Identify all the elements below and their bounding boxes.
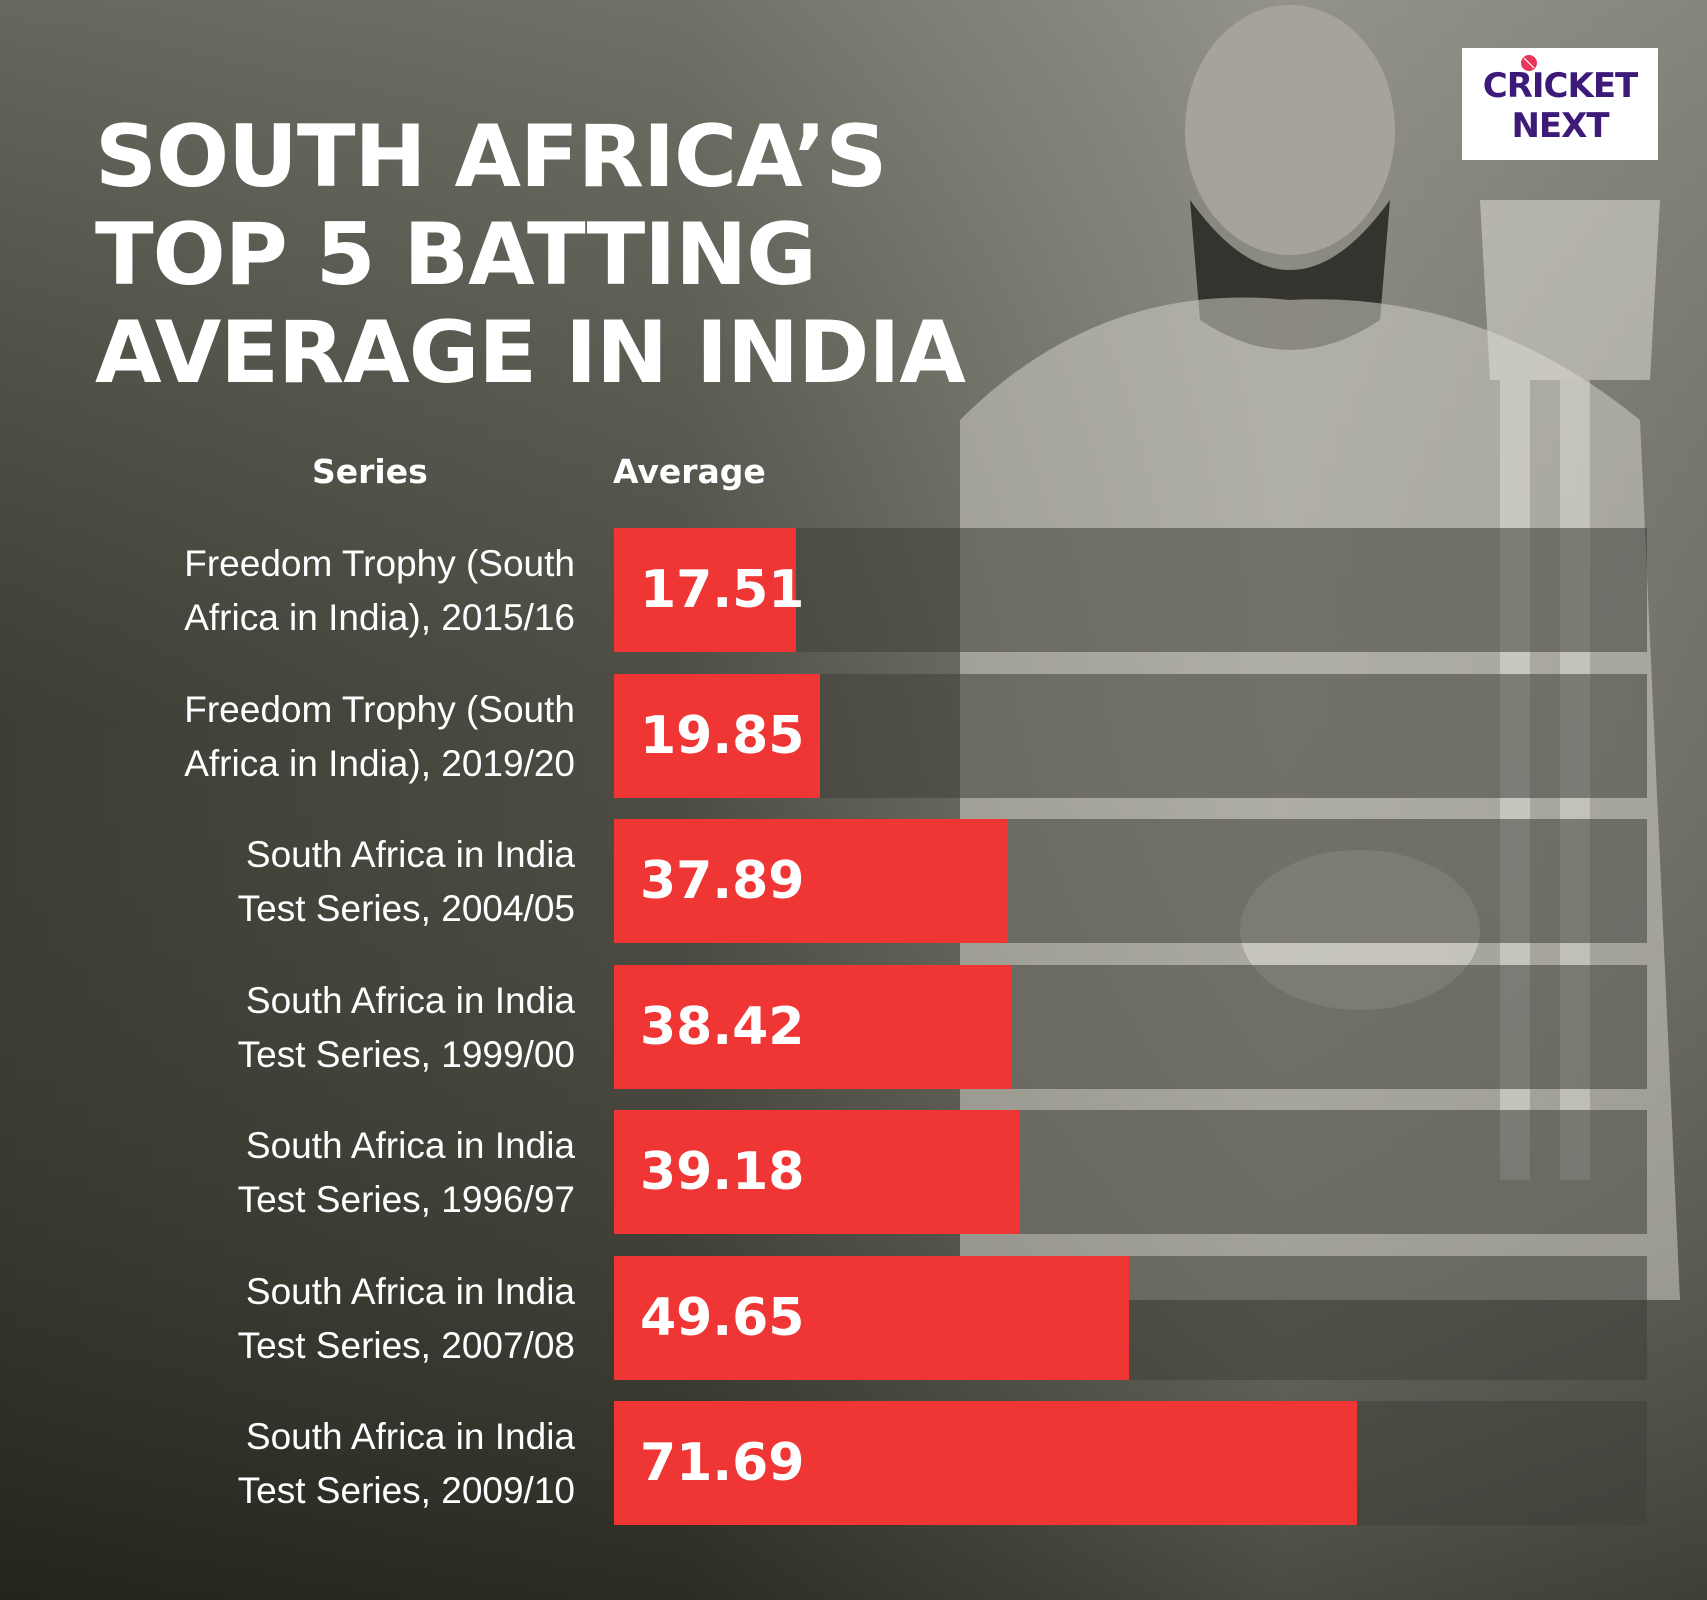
category-label: Freedom Trophy (South Africa in India), 2… [60,537,575,645]
chart-title-line: SOUTH AFRICA’S [95,107,887,207]
bar-value-label: 17.51 [640,560,805,620]
category-label-line: Test Series, 2009/10 [237,1470,575,1511]
bar-value-label: 38.42 [640,997,805,1057]
logo-text-line2: NEXT [1511,106,1609,146]
category-label-line: South Africa in India [245,1125,575,1166]
category-label-line: Africa in India), 2015/16 [184,597,575,638]
category-label-line: South Africa in India [245,834,575,875]
category-label-line: South Africa in India [245,1271,575,1312]
column-header-average: Average [613,452,766,491]
category-label: South Africa in India Test Series, 1999/0… [60,974,575,1082]
category-label-line: Test Series, 2007/08 [237,1325,575,1366]
bar-value-label: 39.18 [640,1142,805,1202]
category-label-line: Freedom Trophy (South [184,689,575,730]
chart-title-line: AVERAGE IN INDIA [95,303,966,403]
column-header-series: Series [312,452,428,491]
bar-value-label: 37.89 [640,851,805,911]
logo-text-line1: CRICKET [1482,66,1639,106]
category-label-line: Test Series, 2004/05 [237,888,575,929]
category-label: South Africa in India Test Series, 2009/1… [60,1410,575,1518]
category-label: South Africa in India Test Series, 2007/0… [60,1265,575,1373]
bar-value-label: 71.69 [640,1433,805,1493]
category-label-line: Test Series, 1999/00 [237,1034,575,1075]
category-label-line: Africa in India), 2019/20 [184,743,575,784]
category-label: Freedom Trophy (South Africa in India), 2… [60,683,575,791]
category-label-line: South Africa in India [245,1416,575,1457]
bar [614,965,1012,1089]
bar [614,1110,1020,1234]
category-label: South Africa in India Test Series, 2004/0… [60,828,575,936]
bar [614,674,820,798]
chart-title-line: TOP 5 BATTING [95,205,817,305]
bar [614,819,1007,943]
bar [614,1256,1129,1380]
bar [614,1401,1357,1525]
chart-title: SOUTH AFRICA’S TOP 5 BATTING AVERAGE IN IN… [95,108,1145,402]
category-label-line: Test Series, 1996/97 [237,1179,575,1220]
category-label-line: South Africa in India [245,980,575,1021]
bar [614,528,796,652]
cricketnext-logo: CRICKET NEXT [1462,48,1658,160]
category-label: South Africa in India Test Series, 1996/9… [60,1119,575,1227]
bar-value-label: 49.65 [640,1288,805,1348]
cricket-ball-icon [1521,55,1537,71]
category-label-line: Freedom Trophy (South [184,543,575,584]
bar-value-label: 19.85 [640,706,805,766]
